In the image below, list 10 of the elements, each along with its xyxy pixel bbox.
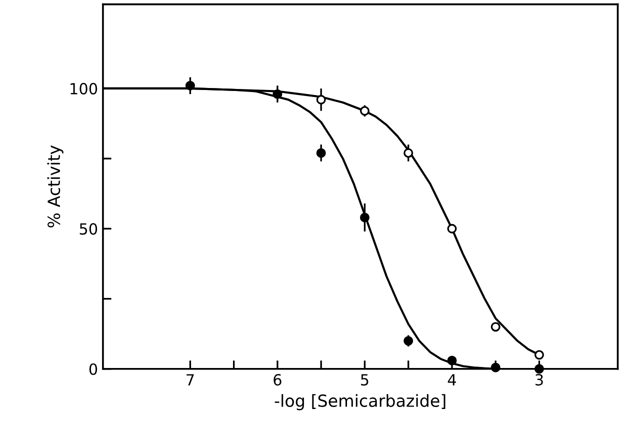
y-axis-title: % Activity bbox=[47, 145, 64, 228]
x-tick-label: 6 bbox=[274, 374, 282, 386]
x-tick-label: 4 bbox=[448, 374, 456, 386]
y-tick-label: 50 bbox=[80, 223, 98, 235]
x-tick-label: 3 bbox=[536, 374, 543, 386]
x-tick-label: 5 bbox=[361, 374, 368, 386]
y-tick-label: 0 bbox=[89, 363, 98, 375]
x-tick-label: 7 bbox=[186, 374, 194, 386]
y-tick-label: 100 bbox=[70, 82, 98, 94]
x-axis-title: -log [Semicarbazide] bbox=[274, 394, 446, 410]
